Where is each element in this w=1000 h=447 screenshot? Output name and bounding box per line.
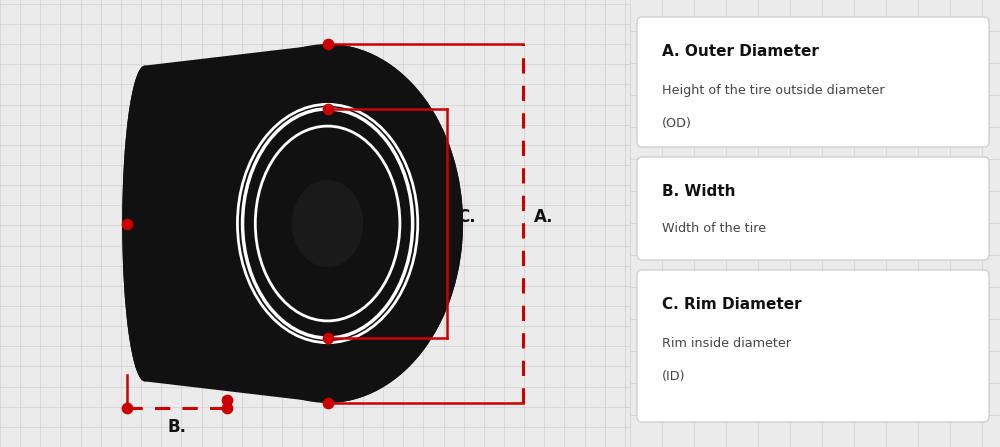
Ellipse shape	[243, 109, 413, 338]
Ellipse shape	[122, 66, 168, 381]
Point	[320, 105, 336, 113]
Polygon shape	[122, 44, 463, 403]
Text: Rim inside diameter: Rim inside diameter	[662, 337, 791, 350]
Ellipse shape	[292, 180, 363, 267]
Point	[119, 220, 135, 227]
FancyBboxPatch shape	[637, 17, 989, 147]
Text: (ID): (ID)	[662, 370, 686, 383]
Point	[219, 405, 235, 412]
Ellipse shape	[192, 44, 463, 403]
Text: B.: B.	[168, 418, 187, 436]
Point	[320, 399, 336, 406]
Point	[219, 396, 235, 403]
Point	[119, 405, 135, 412]
FancyBboxPatch shape	[637, 270, 989, 422]
Point	[320, 334, 336, 342]
Text: B. Width: B. Width	[662, 184, 736, 199]
FancyBboxPatch shape	[637, 157, 989, 260]
Text: A. Outer Diameter: A. Outer Diameter	[662, 44, 819, 59]
Text: A.: A.	[534, 208, 554, 226]
Text: (OD): (OD)	[662, 117, 692, 130]
Text: Height of the tire outside diameter: Height of the tire outside diameter	[662, 84, 885, 97]
Text: C.: C.	[457, 208, 475, 226]
Text: Width of the tire: Width of the tire	[662, 222, 766, 235]
Text: C. Rim Diameter: C. Rim Diameter	[662, 297, 802, 312]
Point	[320, 41, 336, 48]
